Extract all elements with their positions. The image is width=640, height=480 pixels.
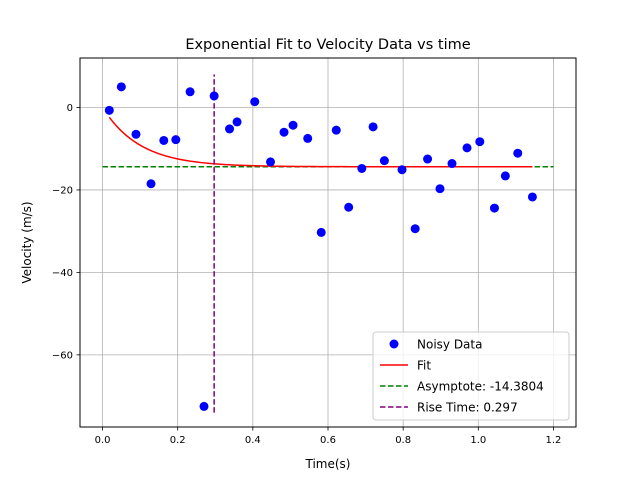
axis-ticks: 0.0 0.2 0.4 0.6 0.8 1.0 1.2 0 −20 −40 −60 — [52, 103, 562, 446]
legend: Noisy Data Fit Asymptote: -14.3804 Rise … — [372, 331, 570, 421]
data-point — [199, 401, 209, 411]
legend-marker-noisy-data — [389, 339, 399, 349]
data-point — [288, 120, 298, 130]
data-point — [209, 91, 219, 101]
data-point — [116, 82, 126, 92]
data-point — [410, 224, 420, 234]
data-point — [447, 159, 457, 169]
y-tick-label: −60 — [52, 350, 73, 361]
data-point — [159, 135, 169, 145]
legend-box — [372, 331, 570, 421]
legend-label-fit: Fit — [417, 359, 431, 373]
data-point — [279, 127, 289, 137]
data-point — [475, 137, 485, 147]
y-tick-label: −20 — [52, 185, 73, 196]
data-point — [357, 163, 367, 173]
chart-title: Exponential Fit to Velocity Data vs time — [185, 37, 470, 53]
x-tick-label: 0.4 — [245, 435, 261, 446]
data-point — [344, 202, 354, 212]
data-point — [232, 117, 242, 127]
legend-label-rise-time: Rise Time: 0.297 — [417, 401, 518, 415]
y-tick-label: 0 — [67, 103, 73, 114]
data-point — [266, 157, 276, 167]
x-axis-label: Time(s) — [305, 457, 351, 471]
data-point — [331, 125, 341, 135]
x-tick-label: 0.2 — [170, 435, 186, 446]
data-point — [397, 165, 407, 175]
data-point — [316, 227, 326, 237]
data-point — [379, 156, 389, 166]
data-point — [171, 135, 181, 145]
x-tick-label: 0.6 — [320, 435, 336, 446]
data-point — [303, 133, 313, 143]
data-point — [146, 179, 156, 189]
data-point — [225, 124, 235, 134]
data-point — [527, 192, 537, 202]
fit-curve — [108, 116, 533, 168]
data-point — [500, 171, 510, 181]
data-point — [131, 129, 141, 139]
data-point — [368, 122, 378, 132]
plot-data — [102, 74, 554, 413]
data-point — [250, 97, 260, 107]
legend-label-noisy-data: Noisy Data — [417, 338, 482, 352]
y-tick-label: −40 — [52, 268, 73, 279]
x-tick-label: 1.2 — [546, 435, 562, 446]
y-axis-label: Velocity (m/s) — [20, 201, 34, 283]
data-point — [513, 148, 523, 158]
data-point — [185, 87, 195, 97]
data-point — [489, 203, 499, 213]
data-point — [462, 143, 472, 153]
x-tick-label: 1.0 — [470, 435, 486, 446]
x-tick-label: 0.8 — [395, 435, 411, 446]
data-point — [104, 105, 114, 115]
data-point — [435, 184, 445, 194]
legend-label-asymptote: Asymptote: -14.3804 — [417, 380, 544, 394]
x-tick-label: 0.0 — [95, 435, 111, 446]
data-point — [423, 154, 433, 164]
